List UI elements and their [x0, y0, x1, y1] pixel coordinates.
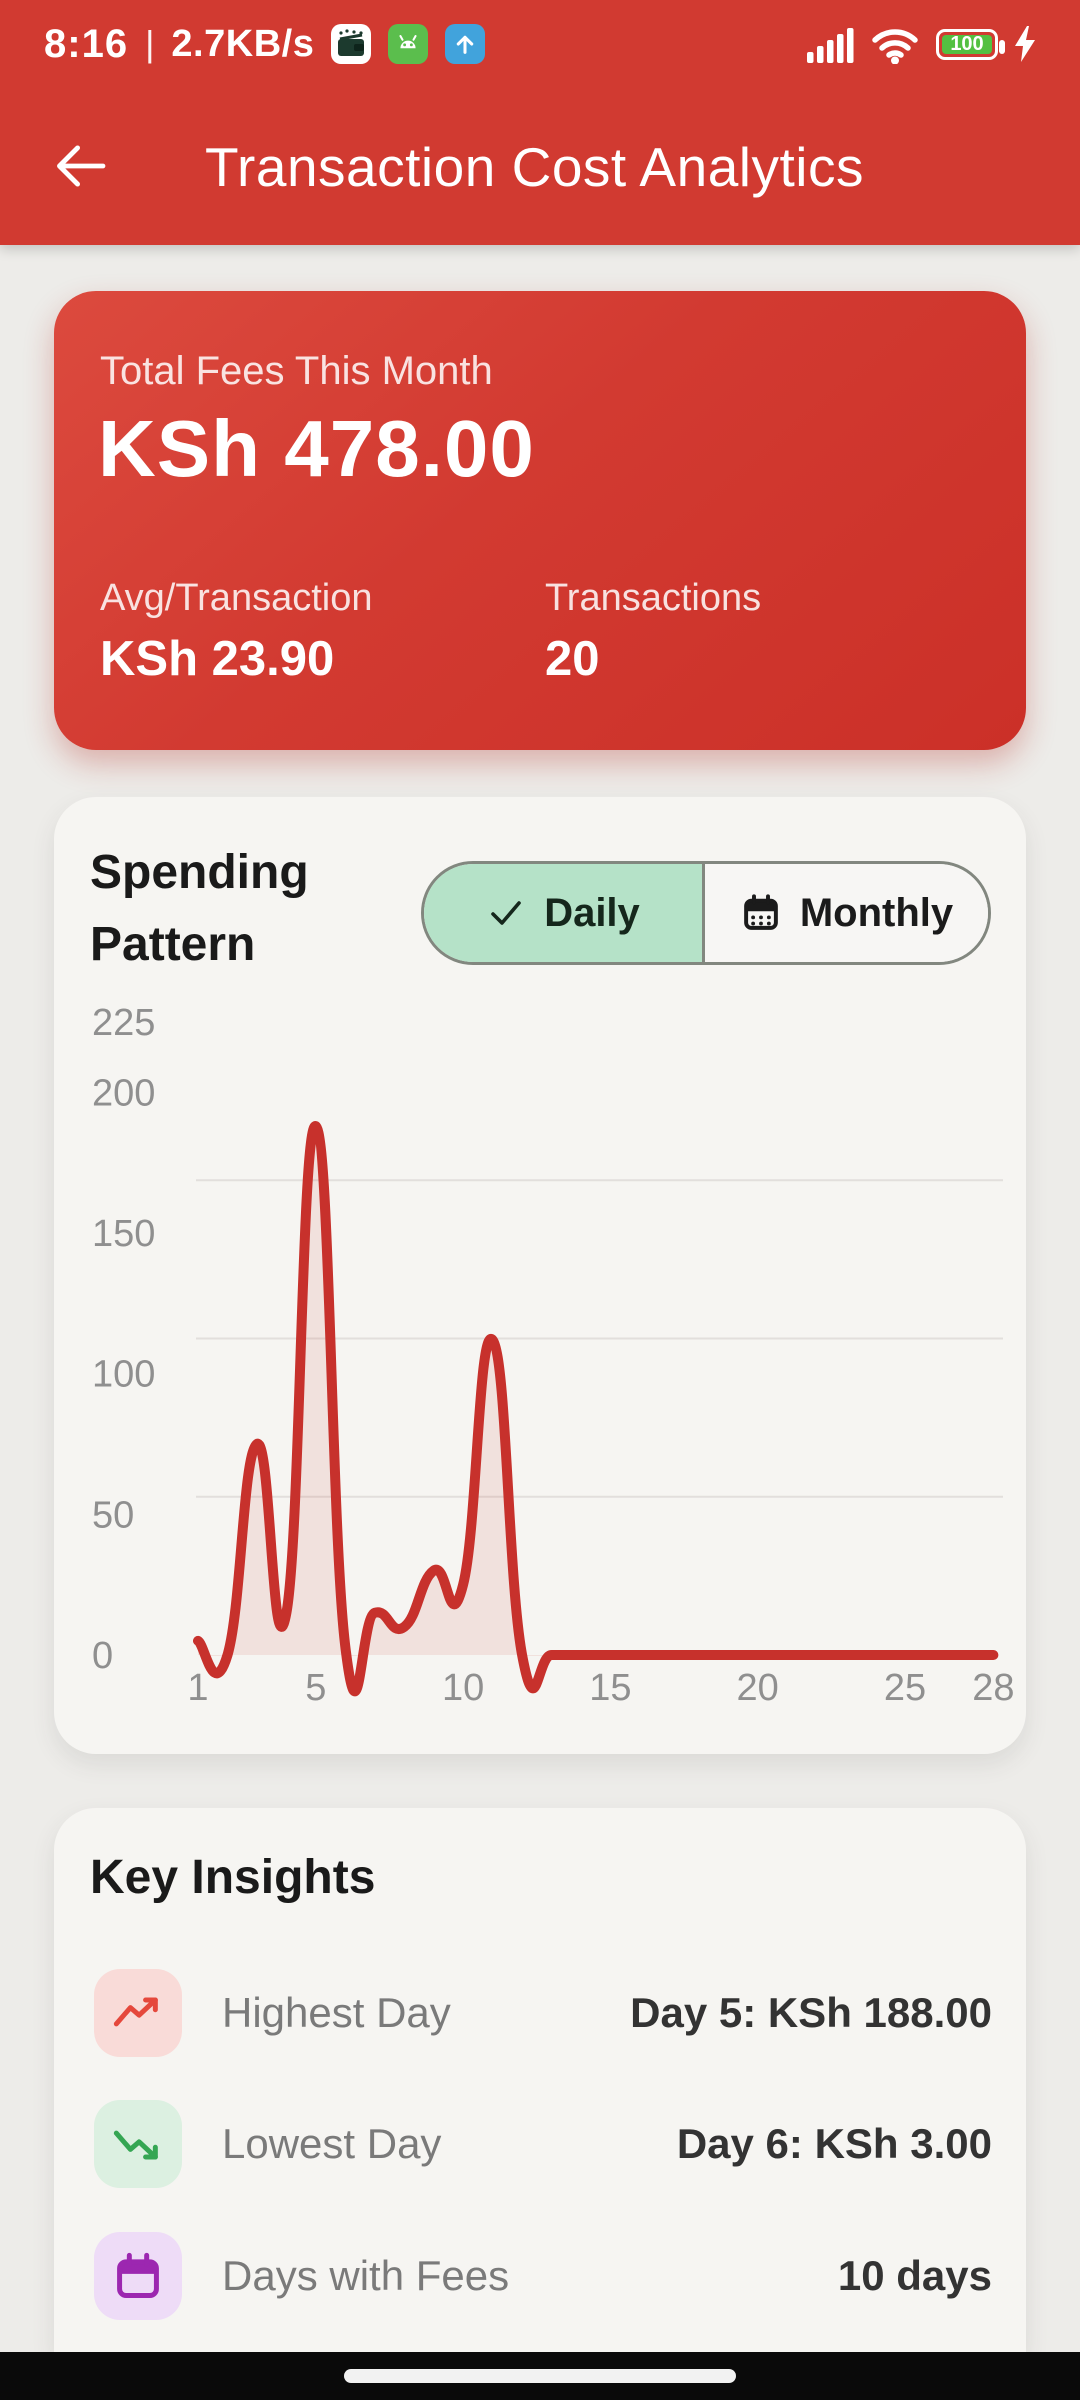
upload-arrow-icon [445, 24, 486, 64]
home-indicator[interactable] [344, 2369, 736, 2383]
y-tick-label: 150 [92, 1213, 155, 1255]
wifi-icon [872, 29, 918, 64]
check-icon [491, 901, 521, 925]
avg-transaction-value: KSh 23.90 [100, 632, 335, 686]
clock: 8:16 [44, 21, 129, 66]
arrow-left-icon [57, 145, 106, 187]
insight-label: Highest Day [222, 1989, 451, 2036]
key-insights-card: Key Insights Highest Day Day 5: KSh 188.… [54, 1808, 1026, 2352]
trending-down-icon [94, 2100, 182, 2188]
spending-area [198, 1126, 994, 1656]
x-tick-label: 1 [187, 1667, 208, 1709]
signal-strength-icon [807, 28, 854, 63]
status-bar-left: 8:16 | 2.7KB/s [44, 21, 486, 67]
charging-bolt-icon [1015, 26, 1035, 62]
y-tick-label: 100 [92, 1354, 155, 1396]
insight-value: Day 5: KSh 188.00 [630, 1989, 992, 2036]
y-tick-label: 200 [92, 1072, 155, 1114]
calendar-icon [744, 894, 778, 930]
toggle-monthly[interactable]: Monthly [705, 864, 988, 962]
x-tick-label: 5 [305, 1667, 326, 1709]
x-tick-label: 20 [737, 1667, 779, 1709]
status-bar: 8:16 | 2.7KB/s [0, 0, 1080, 88]
page-title: Transaction Cost Analytics [205, 135, 865, 198]
insight-label: Days with Fees [222, 2252, 510, 2299]
network-speed: 2.7KB/s [171, 22, 315, 65]
x-tick-label: 10 [442, 1667, 484, 1709]
transactions-label: Transactions [545, 577, 762, 619]
x-tick-label: 15 [589, 1667, 631, 1709]
header: 8:16 | 2.7KB/s [0, 0, 1080, 245]
spending-pattern-card: Spending Pattern Daily Monthly [54, 797, 1026, 1754]
insight-row-days-with-fees: Days with Fees 10 days [94, 2232, 992, 2320]
battery-nub [999, 39, 1005, 54]
android-app-icon [388, 24, 429, 64]
total-fees-label: Total Fees This Month [100, 349, 493, 393]
insight-row-lowest-day: Lowest Day Day 6: KSh 3.00 [94, 2100, 992, 2188]
status-separator: | [145, 23, 155, 64]
insight-value: 10 days [837, 2252, 992, 2299]
insight-row-highest-day: Highest Day Day 5: KSh 188.00 [94, 1969, 992, 2057]
spending-title-line2: Pattern [90, 918, 256, 971]
insight-value: Day 6: KSh 3.00 [676, 2120, 992, 2167]
toggle-daily-label: Daily [544, 890, 640, 935]
x-tick-label: 25 [884, 1667, 926, 1709]
avg-transaction-label: Avg/Transaction [100, 577, 373, 619]
spending-pattern-title: Spending Pattern [90, 837, 309, 981]
wallet-app-icon [331, 24, 372, 64]
total-fees-card: Total Fees This Month KSh 478.00 Avg/Tra… [54, 291, 1026, 750]
toggle-daily[interactable]: Daily [424, 864, 705, 962]
insight-label: Lowest Day [222, 2120, 442, 2167]
key-insights-title: Key Insights [90, 1851, 376, 1904]
app-bar: Transaction Cost Analytics [0, 88, 1080, 245]
spending-title-line1: Spending [90, 846, 309, 899]
trending-up-icon [94, 1969, 182, 2057]
transactions-value: 20 [545, 632, 600, 686]
status-bar-right: 100 [807, 24, 1036, 64]
y-tick-label: 225 [92, 1002, 155, 1044]
battery-icon: 100 [936, 28, 1005, 60]
calendar-icon [94, 2232, 182, 2320]
period-toggle: Daily Monthly [421, 861, 991, 965]
total-fees-value: KSh 478.00 [98, 404, 535, 493]
spending-line [193, 1121, 999, 1697]
back-button[interactable] [44, 126, 116, 206]
x-tick-label: 28 [972, 1667, 1014, 1709]
navigation-bar [0, 2352, 1080, 2400]
y-tick-label: 50 [92, 1494, 134, 1536]
battery-level: 100 [942, 33, 992, 55]
toggle-monthly-label: Monthly [799, 890, 954, 935]
y-tick-label: 0 [92, 1635, 113, 1677]
